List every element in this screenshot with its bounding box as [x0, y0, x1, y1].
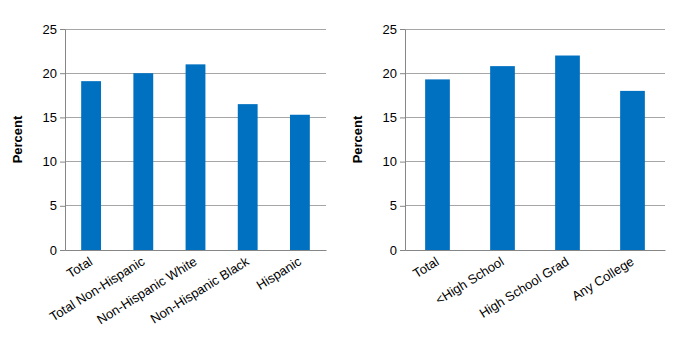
y-tick: 5 — [390, 198, 405, 213]
y-tick-label: 25 — [383, 22, 397, 37]
y-axis: 0 5 10 15 20 25 — [383, 22, 406, 258]
y-tick-mark — [400, 250, 405, 251]
y-axis: 0 5 10 15 20 25 — [43, 22, 66, 258]
x-tick: Total — [64, 254, 95, 281]
y-tick-mark — [60, 117, 65, 118]
y-tick-mark — [60, 206, 65, 207]
bar — [490, 66, 515, 250]
y-tick-label: 20 — [383, 66, 397, 81]
y-tick-label: 25 — [43, 22, 57, 37]
y-tick: 0 — [50, 243, 65, 258]
y-tick: 15 — [43, 110, 65, 125]
y-tick-mark — [400, 29, 405, 30]
y-tick: 25 — [383, 22, 405, 37]
y-axis-title: Percent — [10, 115, 25, 163]
x-axis: Total<High SchoolHigh School GradAny Col… — [406, 251, 666, 321]
y-tick: 10 — [43, 154, 65, 169]
chart-panel: 0 5 10 15 20 25 TotalTotal Non-HispanicNon-His… — [10, 22, 327, 328]
x-tick-label: Non-Hispanic Black — [148, 253, 253, 326]
y-tick: 5 — [50, 198, 65, 213]
y-tick-label: 20 — [43, 66, 57, 81]
y-tick-mark — [60, 29, 65, 30]
bar — [133, 73, 153, 250]
y-tick-mark — [60, 250, 65, 251]
y-tick: 20 — [43, 66, 65, 81]
y-tick-label: 0 — [50, 243, 57, 258]
y-tick-label: 10 — [43, 154, 57, 169]
grid-line — [405, 73, 665, 74]
x-axis: TotalTotal Non-HispanicNon-Hispanic Whit… — [47, 251, 327, 328]
grid — [405, 29, 665, 250]
y-tick-label: 10 — [383, 154, 397, 169]
bar — [425, 79, 450, 250]
y-tick-mark — [60, 162, 65, 163]
y-tick-mark — [400, 117, 405, 118]
y-tick-label: 5 — [50, 198, 57, 213]
bar — [238, 104, 258, 250]
chart-panel: 0 5 10 15 20 25 Total<High SchoolHigh School G… — [350, 22, 666, 321]
x-axis-line — [66, 250, 327, 251]
x-tick: Non-Hispanic Black — [148, 253, 253, 326]
x-tick: High School Grad — [477, 254, 572, 321]
y-tick-mark — [400, 206, 405, 207]
y-tick-mark — [60, 73, 65, 74]
bar — [186, 64, 206, 250]
chart-canvas: 0 5 10 15 20 25 TotalTotal Non-HispanicNon-His… — [0, 0, 682, 349]
y-tick: 20 — [383, 66, 405, 81]
grid-line — [65, 29, 326, 30]
bar — [290, 115, 310, 250]
x-axis-line — [406, 250, 666, 251]
y-tick: 0 — [390, 243, 405, 258]
y-tick-label: 15 — [43, 110, 57, 125]
y-axis-title: Percent — [350, 115, 365, 163]
y-tick-label: 0 — [390, 243, 397, 258]
bars — [425, 56, 645, 250]
bar — [81, 81, 101, 250]
y-tick: 25 — [43, 22, 65, 37]
x-tick: Total — [410, 254, 441, 281]
y-axis-line — [65, 30, 66, 251]
x-tick-label: Hispanic — [254, 253, 305, 292]
x-tick-label: High School Grad — [477, 254, 572, 321]
y-tick-mark — [400, 73, 405, 74]
y-tick-label: 15 — [383, 110, 397, 125]
grid-line — [405, 29, 665, 30]
x-tick: Any College — [569, 254, 636, 304]
x-tick-label: Total — [64, 254, 95, 281]
x-tick: Hispanic — [254, 253, 305, 292]
y-tick-mark — [400, 162, 405, 163]
y-tick-label: 5 — [390, 198, 397, 213]
grid — [65, 29, 326, 250]
bar — [620, 91, 645, 250]
y-tick: 15 — [383, 110, 405, 125]
y-tick: 10 — [383, 154, 405, 169]
bar — [555, 56, 580, 250]
y-axis-line — [405, 30, 406, 251]
x-tick-label: Any College — [569, 254, 636, 304]
x-tick-label: Total — [410, 254, 441, 281]
bars — [81, 64, 310, 250]
